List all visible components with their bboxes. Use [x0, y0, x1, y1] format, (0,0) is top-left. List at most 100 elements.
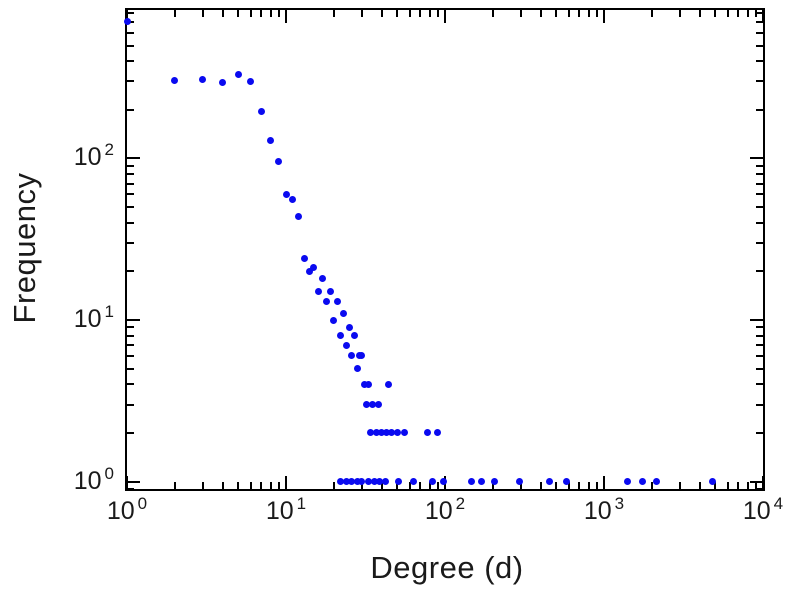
x-tick-top — [520, 10, 522, 17]
data-point — [384, 380, 392, 388]
x-tick-label: 10 0 — [106, 494, 148, 526]
y-tick-right — [756, 404, 763, 406]
data-point — [234, 71, 242, 79]
x-tick-top — [202, 10, 204, 17]
y-tick-right — [756, 109, 763, 111]
x-tick-bottom — [727, 482, 729, 489]
y-tick-right — [756, 165, 763, 167]
x-tick-bottom — [568, 482, 570, 489]
y-tick-right — [756, 488, 763, 490]
data-point — [289, 195, 297, 203]
data-point — [516, 478, 524, 486]
data-point — [330, 316, 338, 324]
data-point — [478, 478, 486, 486]
y-tick-right — [750, 481, 763, 483]
data-point — [708, 478, 716, 486]
data-point — [275, 157, 283, 165]
x-tick-label: 10 1 — [266, 494, 306, 526]
x-tick-top — [250, 10, 252, 17]
x-tick-label: 10 4 — [743, 494, 783, 526]
y-tick-right — [756, 21, 763, 23]
tick-label-base: 10 — [73, 143, 102, 172]
y-tick-right — [756, 193, 763, 195]
x-tick-top — [762, 10, 764, 23]
tick-label-base: 10 — [73, 304, 102, 333]
data-point — [393, 429, 401, 437]
y-tick-left — [127, 60, 134, 62]
x-tick-bottom — [270, 482, 272, 489]
y-tick-left — [127, 319, 140, 321]
x-tick-top — [126, 10, 128, 23]
y-tick-left — [127, 344, 134, 346]
y-tick-right — [756, 173, 763, 175]
data-point — [314, 288, 322, 296]
x-tick-bottom — [578, 482, 580, 489]
data-point — [326, 288, 334, 296]
x-tick-bottom — [396, 482, 398, 489]
data-point — [491, 478, 499, 486]
y-tick-left — [127, 157, 140, 159]
data-point — [369, 401, 376, 409]
x-tick-top — [285, 10, 287, 23]
data-point — [364, 380, 372, 388]
y-tick-label: 10 2 — [0, 140, 114, 172]
x-tick-bottom — [409, 482, 411, 489]
x-tick-bottom — [202, 482, 204, 489]
plot-area — [123, 8, 765, 491]
data-point — [336, 478, 344, 486]
x-tick-top — [333, 10, 335, 17]
y-tick-left — [127, 12, 134, 14]
data-point — [401, 429, 409, 437]
x-tick-label: 10 3 — [584, 494, 624, 526]
y-tick-left — [127, 242, 134, 244]
data-point — [348, 352, 356, 360]
data-point — [319, 275, 327, 283]
data-point — [395, 478, 402, 486]
y-tick-right — [750, 319, 763, 321]
tick-label-base: 10 — [73, 466, 102, 495]
x-tick-top — [237, 10, 239, 17]
tick-label-exponent: 2 — [455, 494, 466, 513]
y-axis-title: Frequency — [7, 172, 42, 324]
x-tick-bottom — [237, 482, 239, 489]
y-tick-right — [756, 60, 763, 62]
x-tick-bottom — [361, 482, 363, 489]
x-tick-bottom — [333, 482, 335, 489]
y-tick-left — [127, 488, 134, 490]
y-tick-left — [127, 270, 134, 272]
y-tick-left — [127, 109, 134, 111]
tick-label-exponent: 0 — [137, 494, 148, 513]
y-tick-right — [756, 326, 763, 328]
y-tick-left — [127, 355, 134, 357]
x-tick-bottom — [260, 482, 262, 489]
data-point — [376, 478, 384, 486]
x-tick-top — [437, 10, 439, 17]
data-point — [310, 264, 318, 272]
x-tick-bottom — [250, 482, 252, 489]
x-tick-top — [361, 10, 363, 17]
y-tick-right — [756, 368, 763, 370]
x-tick-bottom — [603, 476, 605, 489]
data-point — [440, 478, 448, 486]
x-tick-bottom — [737, 482, 739, 489]
tick-label-base: 10 — [106, 497, 135, 525]
y-tick-left — [127, 32, 134, 34]
y-tick-right — [756, 270, 763, 272]
y-tick-left — [127, 80, 134, 82]
y-tick-left — [127, 432, 134, 434]
data-point — [333, 298, 341, 306]
data-point — [353, 478, 361, 486]
x-tick-top — [737, 10, 739, 17]
data-point — [653, 478, 661, 486]
data-point — [360, 380, 368, 388]
data-point — [342, 341, 350, 349]
y-tick-left — [127, 193, 134, 195]
y-tick-left — [127, 173, 134, 175]
data-point — [381, 478, 389, 486]
x-tick-top — [747, 10, 749, 17]
x-tick-bottom — [285, 476, 287, 489]
x-tick-top — [727, 10, 729, 17]
x-tick-top — [492, 10, 494, 17]
data-point — [342, 478, 350, 486]
